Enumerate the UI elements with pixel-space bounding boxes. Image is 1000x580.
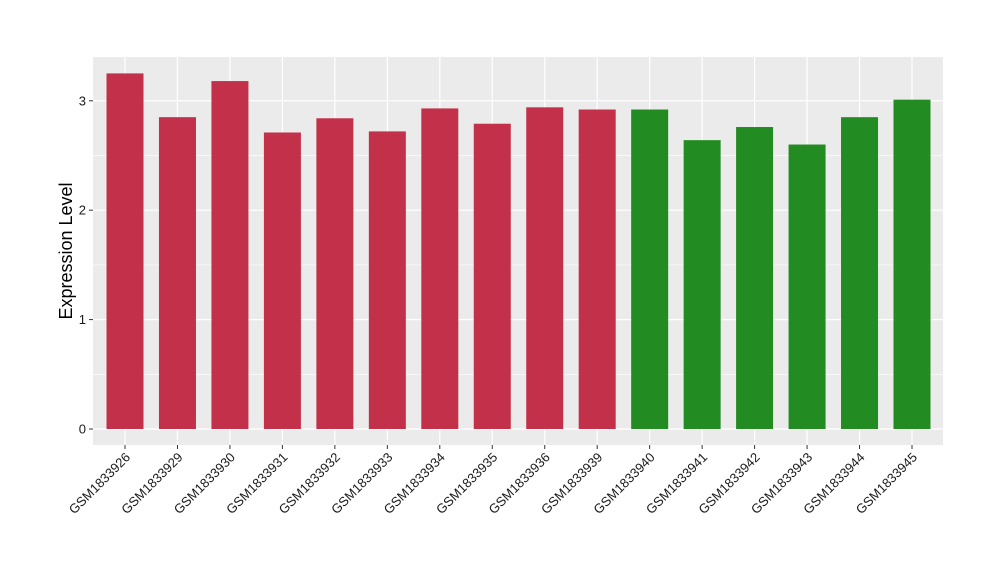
bar-GSM1833944 (841, 117, 879, 430)
bar-GSM1833933 (368, 131, 406, 429)
y-axis-title: Expression Level (56, 182, 76, 319)
bar-GSM1833943 (788, 144, 826, 429)
bar-GSM1833936 (526, 107, 564, 430)
bar-GSM1833926 (106, 73, 144, 429)
bar-GSM1833935 (473, 123, 511, 429)
bar-GSM1833940 (631, 109, 669, 430)
bar-GSM1833942 (736, 127, 774, 429)
bar-GSM1833930 (211, 81, 249, 429)
bar-GSM1833931 (263, 132, 301, 429)
bar-GSM1833945 (893, 99, 931, 429)
x-axis: GSM1833926GSM1833929GSM1833930GSM1833931… (66, 445, 920, 517)
bar-GSM1833932 (316, 118, 354, 429)
bars (106, 73, 931, 430)
y-tick-label: 1 (79, 312, 86, 327)
bar-GSM1833929 (158, 117, 196, 430)
y-tick-label: 3 (79, 93, 86, 108)
bar-GSM1833939 (578, 109, 616, 430)
y-tick-label: 2 (79, 203, 86, 218)
bar-GSM1833934 (421, 108, 459, 430)
y-tick-label: 0 (79, 422, 86, 437)
bar-GSM1833941 (683, 140, 721, 429)
y-axis: 0 1 2 3 (79, 93, 93, 437)
